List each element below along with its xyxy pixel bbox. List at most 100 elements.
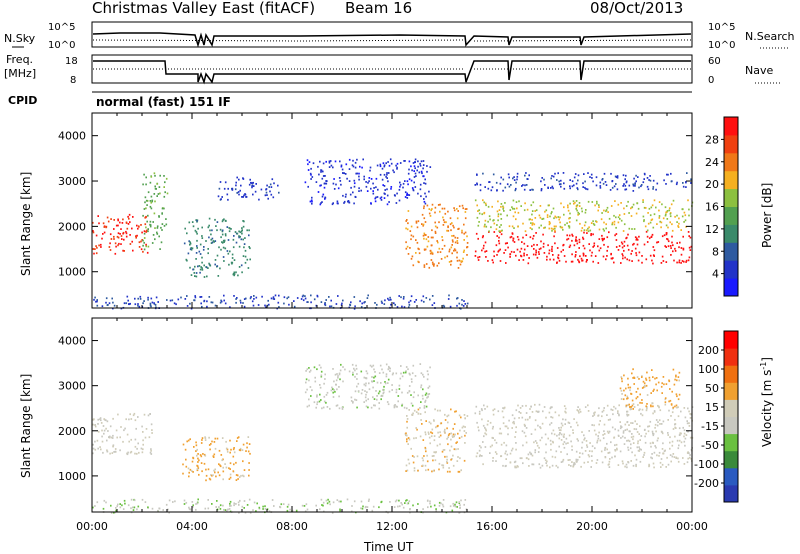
data-cell bbox=[595, 220, 597, 223]
data-cell bbox=[669, 221, 671, 224]
data-cell bbox=[507, 433, 509, 436]
data-cell bbox=[227, 508, 229, 511]
data-cell bbox=[460, 260, 462, 263]
data-cell bbox=[450, 408, 452, 411]
data-cell bbox=[156, 227, 159, 229]
data-cell bbox=[523, 431, 526, 434]
data-cell bbox=[562, 249, 564, 251]
data-cell bbox=[235, 474, 238, 476]
data-cell bbox=[636, 202, 639, 205]
data-cell bbox=[364, 377, 367, 379]
data-cell bbox=[186, 440, 188, 443]
data-cell bbox=[434, 211, 436, 214]
data-cell bbox=[304, 297, 307, 300]
data-cell bbox=[163, 195, 166, 198]
data-cell bbox=[568, 234, 571, 237]
data-cell bbox=[393, 404, 396, 407]
data-cell bbox=[487, 220, 489, 223]
data-cell bbox=[593, 224, 596, 226]
data-cell bbox=[316, 395, 318, 398]
data-cell bbox=[221, 196, 223, 198]
data-cell bbox=[451, 235, 453, 237]
data-cell bbox=[114, 448, 117, 450]
data-cell bbox=[434, 408, 436, 411]
data-cell bbox=[630, 443, 632, 446]
data-cell bbox=[99, 417, 102, 419]
data-cell bbox=[535, 410, 538, 413]
data-cell bbox=[151, 429, 153, 431]
data-cell bbox=[382, 392, 384, 395]
data-cell bbox=[145, 215, 147, 218]
data-cell bbox=[650, 456, 652, 459]
data-cell bbox=[183, 499, 186, 502]
data-cell bbox=[625, 205, 628, 207]
data-cell bbox=[670, 254, 672, 256]
data-cell bbox=[664, 245, 666, 247]
data-cell bbox=[108, 302, 111, 305]
data-cell bbox=[195, 231, 198, 233]
data-cell bbox=[196, 247, 198, 249]
data-cell bbox=[476, 204, 478, 207]
data-cell bbox=[628, 424, 630, 426]
data-cell bbox=[388, 299, 390, 301]
data-cell bbox=[564, 407, 567, 410]
data-cell bbox=[417, 160, 419, 163]
data-cell bbox=[561, 424, 564, 427]
data-cell bbox=[568, 225, 571, 228]
data-cell bbox=[382, 162, 385, 165]
data-cell bbox=[190, 274, 193, 276]
data-cell bbox=[143, 237, 146, 239]
data-cell bbox=[670, 403, 673, 406]
data-cell bbox=[511, 206, 513, 209]
data-cell bbox=[132, 509, 135, 511]
data-cell bbox=[539, 426, 541, 428]
data-cell bbox=[402, 371, 405, 374]
data-cell bbox=[454, 505, 457, 508]
data-cell bbox=[577, 174, 580, 177]
data-cell bbox=[338, 372, 341, 375]
data-cell bbox=[498, 230, 500, 233]
data-cell bbox=[690, 182, 692, 184]
data-cell bbox=[239, 499, 241, 502]
data-cell bbox=[688, 410, 690, 413]
data-cell bbox=[382, 371, 385, 374]
data-cell bbox=[544, 459, 547, 462]
data-cell bbox=[125, 222, 128, 224]
data-cell bbox=[328, 160, 331, 163]
data-band bbox=[304, 363, 431, 410]
data-cell bbox=[478, 429, 480, 432]
data-cell bbox=[224, 463, 226, 465]
data-cell bbox=[620, 202, 622, 204]
data-cell bbox=[599, 247, 602, 250]
data-band bbox=[217, 176, 280, 201]
data-cell bbox=[547, 187, 549, 189]
data-cell bbox=[575, 219, 578, 222]
data-cell bbox=[103, 226, 106, 228]
data-cell bbox=[189, 266, 191, 269]
data-cell bbox=[551, 248, 553, 250]
data-cell bbox=[406, 407, 408, 410]
data-cell bbox=[427, 431, 430, 434]
data-cell bbox=[368, 498, 370, 501]
cpid-value: normal (fast) 151 IF bbox=[96, 95, 231, 109]
data-cell bbox=[442, 219, 445, 221]
data-cell bbox=[402, 506, 405, 509]
data-cell bbox=[608, 460, 611, 463]
data-cell bbox=[454, 241, 457, 244]
data-cell bbox=[108, 436, 110, 438]
data-cell bbox=[223, 508, 225, 511]
data-cell bbox=[197, 265, 199, 268]
data-cell bbox=[510, 235, 513, 238]
data-cell bbox=[265, 306, 267, 309]
data-cell bbox=[296, 297, 299, 299]
data-cell bbox=[560, 179, 562, 182]
data-cell bbox=[683, 407, 686, 409]
data-cell bbox=[109, 233, 112, 236]
data-cell bbox=[667, 434, 669, 436]
data-cell bbox=[529, 408, 531, 410]
data-cell bbox=[446, 229, 448, 232]
data-cell bbox=[102, 425, 105, 427]
data-cell bbox=[661, 432, 664, 435]
data-band bbox=[92, 213, 149, 255]
data-cell bbox=[643, 454, 645, 456]
